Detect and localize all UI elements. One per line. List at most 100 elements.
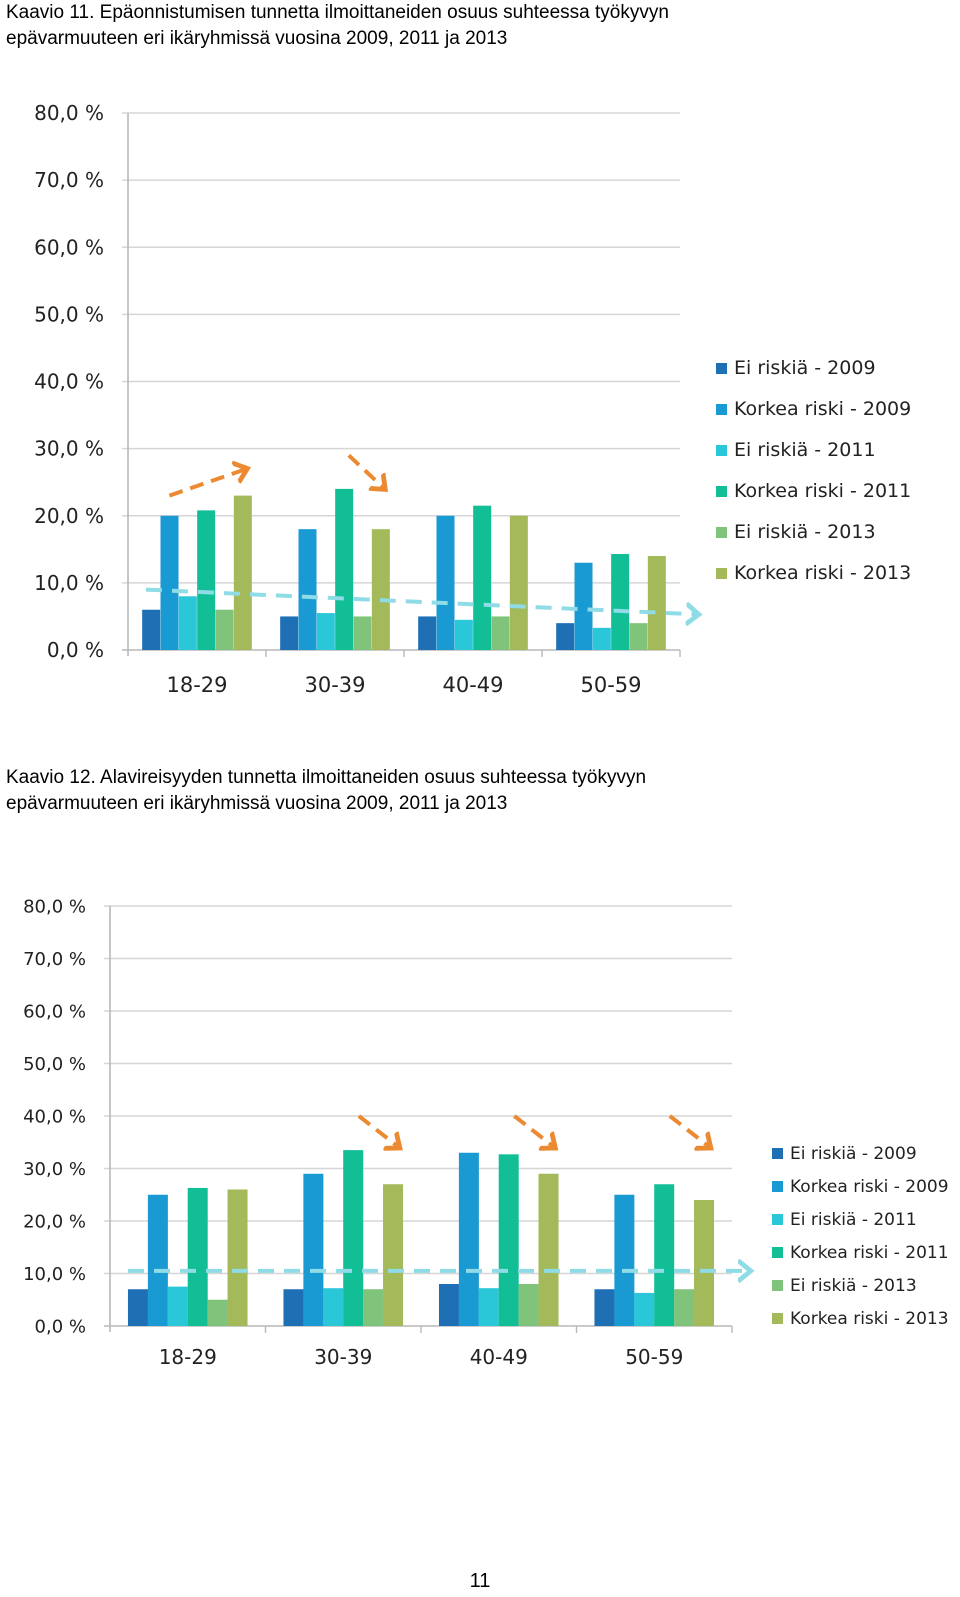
- bar: [343, 1150, 364, 1326]
- y-tick-label: 30,0 %: [34, 437, 104, 461]
- legend-swatch: [772, 1280, 783, 1291]
- legend-swatch: [716, 445, 727, 456]
- x-category-label: 18-29: [166, 673, 227, 697]
- bar: [694, 1200, 715, 1326]
- x-category-label: 30-39: [304, 673, 365, 697]
- bar: [316, 613, 335, 650]
- x-category-label: 30-39: [314, 1345, 372, 1369]
- bar: [167, 1286, 188, 1326]
- bar: [160, 515, 179, 650]
- bar: [353, 616, 372, 650]
- legend-swatch: [716, 568, 727, 579]
- bar: [233, 495, 252, 650]
- legend-swatch: [772, 1214, 783, 1225]
- legend-swatch: [716, 486, 727, 497]
- bar: [298, 529, 317, 650]
- legend-label: Korkea riski - 2009: [790, 1177, 949, 1197]
- legend-swatch: [716, 363, 727, 374]
- bar: [187, 1187, 208, 1326]
- bar: [674, 1289, 695, 1326]
- caption-line: epävarmuuteen eri ikäryhmissä vuosina 20…: [6, 793, 508, 814]
- y-tick-label: 50,0 %: [23, 1054, 86, 1075]
- bar: [509, 515, 528, 650]
- bar: [335, 488, 354, 650]
- y-tick-label: 0,0 %: [35, 1316, 86, 1337]
- y-tick-label: 40,0 %: [34, 370, 104, 394]
- trend-line-arrow: [145, 587, 698, 615]
- bar: [458, 1152, 479, 1326]
- y-tick-label: 20,0 %: [23, 1211, 86, 1232]
- legend-swatch: [772, 1247, 783, 1258]
- bar: [478, 1288, 499, 1326]
- legend-label: Ei riskiä - 2009: [734, 357, 876, 379]
- bar: [280, 616, 299, 650]
- chart-caption-11: Kaavio 11. Epäonnistumisen tunnetta ilmo…: [6, 0, 669, 52]
- x-category-label: 40-49: [470, 1345, 528, 1369]
- legend-swatch: [716, 527, 727, 538]
- legend-swatch: [772, 1148, 783, 1159]
- y-tick-label: 0,0 %: [47, 638, 104, 662]
- bar: [147, 1194, 168, 1326]
- bar: [634, 1292, 655, 1326]
- legend-label: Korkea riski - 2013: [790, 1309, 949, 1329]
- bar: [363, 1289, 384, 1326]
- trend-arrow: [347, 453, 385, 489]
- legend-label: Korkea riski - 2009: [734, 398, 911, 420]
- bar: [647, 556, 666, 650]
- trend-arrow: [357, 1114, 399, 1148]
- legend-swatch: [772, 1313, 783, 1324]
- y-tick-label: 20,0 %: [34, 504, 104, 528]
- trend-arrow: [668, 1114, 710, 1148]
- bar: [438, 1284, 459, 1326]
- y-tick-label: 70,0 %: [34, 168, 104, 192]
- legend-label: Korkea riski - 2013: [734, 562, 911, 584]
- y-tick-label: 10,0 %: [34, 571, 104, 595]
- y-tick-label: 80,0 %: [34, 101, 104, 125]
- bar: [178, 596, 197, 650]
- chart-caption-12: Kaavio 12. Alavireisyyden tunnetta ilmoi…: [6, 765, 646, 817]
- bar: [227, 1189, 248, 1326]
- bar: [518, 1284, 539, 1326]
- bar: [197, 510, 216, 650]
- bar: [283, 1289, 304, 1326]
- legend-label: Ei riskiä - 2013: [790, 1276, 917, 1296]
- bar-chart-epaonnistuminen: 0,0 % 10,0 % 20,0 % 30,0 % 40,0 % 50,0 % 60,0 …: [34, 101, 911, 697]
- caption-line: epävarmuuteen eri ikäryhmissä vuosina 20…: [6, 28, 508, 49]
- bar: [498, 1154, 519, 1326]
- bar: [594, 1289, 615, 1326]
- x-category-label: 50-59: [625, 1345, 683, 1369]
- trend-arrow: [168, 469, 246, 498]
- legend-swatch: [716, 404, 727, 415]
- bar: [654, 1184, 675, 1326]
- bar: [418, 616, 437, 650]
- bar: [142, 609, 161, 650]
- y-tick-label: 80,0 %: [23, 896, 86, 917]
- legend-label: Korkea riski - 2011: [790, 1243, 949, 1263]
- y-tick-label: 60,0 %: [34, 235, 104, 259]
- legend-label: Ei riskiä - 2009: [790, 1144, 917, 1164]
- caption-line: Kaavio 12. Alavireisyyden tunnetta ilmoi…: [6, 767, 647, 788]
- legend-swatch: [772, 1181, 783, 1192]
- bar: [556, 623, 575, 650]
- bar: [303, 1173, 324, 1326]
- bar: [538, 1173, 559, 1326]
- bar: [127, 1289, 148, 1326]
- y-tick-label: 30,0 %: [23, 1159, 86, 1180]
- page-number: 11: [469, 1570, 491, 1592]
- bar: [371, 529, 390, 650]
- bar: [491, 616, 510, 650]
- bar: [383, 1184, 404, 1326]
- legend-label: Korkea riski - 2011: [734, 480, 911, 502]
- bar: [592, 627, 611, 650]
- bar: [629, 623, 648, 650]
- y-tick-label: 70,0 %: [23, 949, 86, 970]
- bar: [574, 562, 593, 650]
- bar: [323, 1288, 344, 1326]
- bar-chart-alavireisyys: 0,0 % 10,0 % 20,0 % 30,0 % 40,0 % 50,0 % 60,0 …: [23, 896, 949, 1369]
- y-tick-label: 50,0 %: [34, 302, 104, 326]
- bar: [473, 505, 492, 650]
- bar: [611, 554, 630, 650]
- legend-label: Ei riskiä - 2011: [790, 1210, 917, 1230]
- y-tick-label: 60,0 %: [23, 1001, 86, 1022]
- trend-arrow: [513, 1114, 554, 1148]
